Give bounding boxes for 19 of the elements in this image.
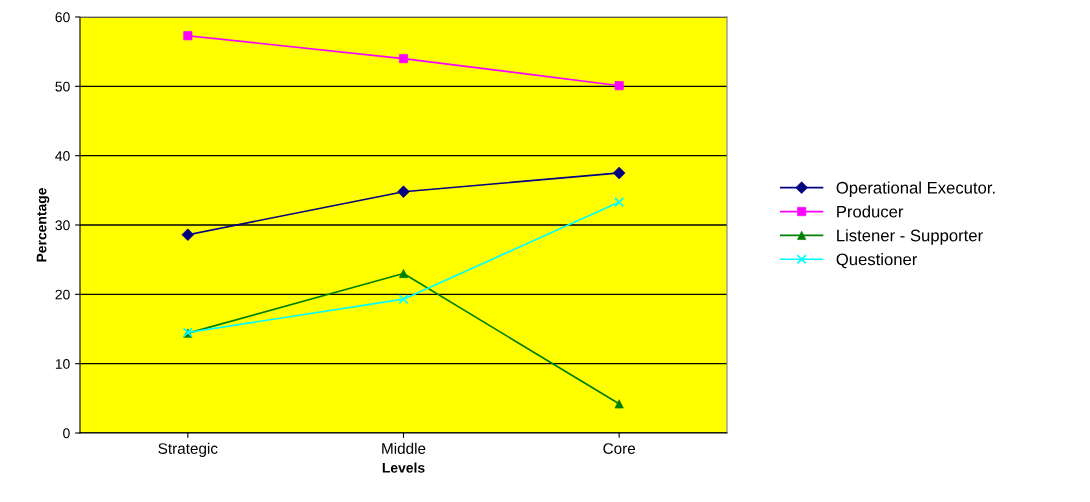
point xyxy=(398,269,409,279)
y-tick-label: 40 xyxy=(55,151,70,161)
legend-label: Listener - Supporter xyxy=(837,229,983,245)
x-tick-label: Core xyxy=(603,443,636,454)
y-tick-label: 10 xyxy=(55,359,70,369)
y-tick-label: 30 xyxy=(55,220,70,231)
x-axis-title: Levels xyxy=(382,462,425,473)
point xyxy=(614,197,625,208)
legend-label: Operational Executor. xyxy=(836,181,995,197)
y-tick-label: 0 xyxy=(63,428,70,439)
y-tick-label: 60 xyxy=(55,12,70,23)
point xyxy=(398,294,409,305)
y-axis-title: Percentage xyxy=(36,188,50,262)
y-tick-label: 20 xyxy=(55,289,70,300)
legend-label: Questioner xyxy=(836,253,918,269)
x-tick-label: Middle xyxy=(382,442,426,454)
y-tick-label: 50 xyxy=(55,81,70,92)
x-tick-label: Strategic xyxy=(158,442,218,457)
legend-label: Producer xyxy=(837,205,904,218)
